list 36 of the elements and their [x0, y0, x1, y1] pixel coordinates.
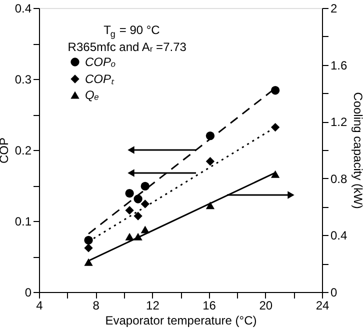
- y2-tick-label: 1.6: [330, 58, 348, 72]
- point: [84, 236, 93, 244]
- x-tick-label: 24: [316, 298, 330, 312]
- point: [140, 226, 150, 234]
- point: [140, 182, 150, 191]
- point: [125, 232, 134, 240]
- point: [140, 200, 150, 208]
- point: [84, 244, 93, 252]
- y-tick-label: 0.2: [14, 144, 32, 158]
- y2-tick-label: 0.4: [330, 228, 348, 243]
- x-axis-title: Evaporator temperature (°C): [105, 314, 257, 328]
- y2-tick-label: 0.8: [330, 172, 348, 186]
- point: [134, 212, 142, 220]
- point: [270, 86, 280, 95]
- y-tick-label: 0.3: [14, 72, 32, 86]
- point: [206, 157, 215, 166]
- legend-label: Qₑ: [85, 88, 100, 102]
- x-tick-label: 12: [146, 298, 160, 312]
- x-tick-label: 20: [259, 298, 273, 312]
- x-tick-label: 16: [202, 298, 216, 312]
- point: [84, 258, 93, 266]
- legend-label: COPₒ: [85, 55, 116, 69]
- y2-tick-label: 2: [330, 2, 338, 16]
- y-tick-label: 0: [24, 286, 32, 300]
- x-tick-label: 4: [36, 298, 44, 312]
- point: [125, 188, 134, 198]
- annotation: R365mfc and Aᵣ =7.73: [68, 40, 187, 54]
- legend-label: COPₜ: [85, 72, 116, 86]
- x-tick-label: 8: [92, 298, 100, 312]
- point: [125, 206, 134, 215]
- y-tick-label: 0.1: [14, 214, 32, 228]
- y2-tick-label: 0: [330, 286, 338, 300]
- y-tick-label: 0.4: [14, 2, 32, 16]
- y2-tick-label: 1.2: [330, 115, 348, 130]
- point: [270, 170, 280, 178]
- y2-axis-title: Cooling capacity (kW): [351, 92, 364, 209]
